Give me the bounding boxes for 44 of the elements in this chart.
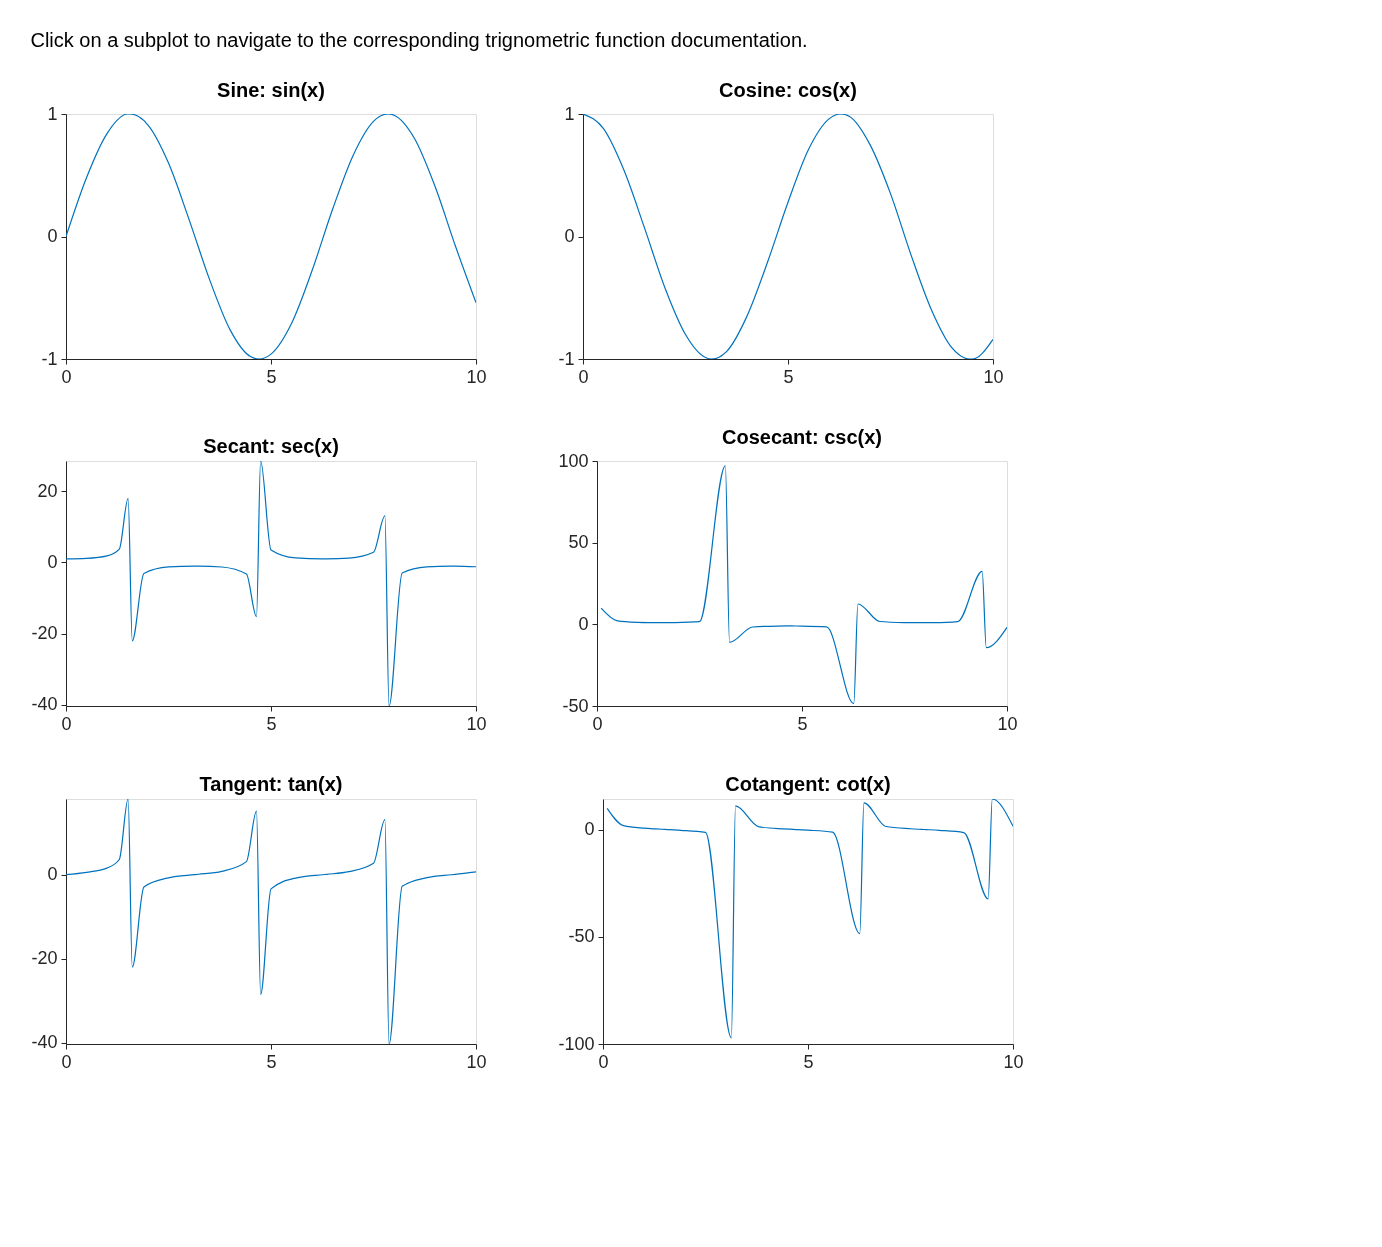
y-tick-label: 1 xyxy=(564,103,575,124)
y-tick-label: 50 xyxy=(568,532,589,553)
y-tick-label: 100 xyxy=(558,450,589,471)
y-tick-label: -100 xyxy=(558,1033,595,1054)
y-tick-label: 0 xyxy=(578,613,589,634)
y-tick-label: -20 xyxy=(31,623,58,644)
x-tick-label: 0 xyxy=(61,713,72,734)
chart-title: Cosecant: csc(x) xyxy=(721,426,883,448)
y-tick-label: 0 xyxy=(47,226,58,246)
chart-title: Cosine: cos(x) xyxy=(719,79,857,101)
x-tick-label: 5 xyxy=(266,1051,277,1072)
y-tick-label: -50 xyxy=(568,926,595,947)
text: Click on a subplot to navigate to the corresponding trignometric function documentation. xyxy=(30,28,808,51)
x-tick-label: 10 xyxy=(1003,1051,1024,1072)
x-tick-label: 0 xyxy=(61,1051,72,1072)
y-tick-label: 1 xyxy=(47,103,58,124)
y-tick-label: -1 xyxy=(41,348,58,369)
y-tick-label: 0 xyxy=(584,819,595,840)
x-tick-label: 5 xyxy=(797,713,808,734)
y-tick-label: 0 xyxy=(564,226,575,246)
x-tick-label: 0 xyxy=(61,366,72,387)
y-tick-label: -40 xyxy=(31,694,58,715)
y-tick-label: 0 xyxy=(47,551,58,572)
x-tick-label: 5 xyxy=(783,366,794,387)
x-tick-label: 10 xyxy=(466,366,487,387)
x-tick-label: 0 xyxy=(598,1051,609,1072)
y-tick-label: -40 xyxy=(31,1032,58,1053)
x-tick-label: 5 xyxy=(266,366,277,387)
y-tick-label: 20 xyxy=(37,480,58,501)
y-tick-label: 0 xyxy=(47,864,58,885)
x-tick-label: 10 xyxy=(997,713,1018,734)
y-tick-label: -1 xyxy=(558,348,575,369)
x-tick-label: 10 xyxy=(983,366,1004,387)
x-tick-label: 5 xyxy=(266,713,277,734)
chart-title: Tangent: tan(x) xyxy=(199,773,343,795)
chart-title: Sine: sin(x) xyxy=(217,79,325,101)
chart-title: Secant: sec(x) xyxy=(203,435,339,457)
x-tick-label: 5 xyxy=(803,1051,814,1072)
line-series xyxy=(606,799,1013,1039)
chart-title: Cotangent: cot(x) xyxy=(725,773,891,795)
y-tick-label: -50 xyxy=(562,695,589,716)
x-tick-label: 10 xyxy=(466,713,487,734)
x-tick-label: 10 xyxy=(466,1051,487,1072)
y-tick-label: -20 xyxy=(31,948,58,969)
